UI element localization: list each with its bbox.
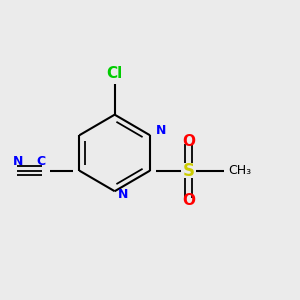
Text: O: O	[182, 193, 195, 208]
Text: C: C	[36, 155, 46, 168]
Text: O: O	[182, 134, 195, 149]
Text: N: N	[13, 155, 23, 168]
Text: Cl: Cl	[106, 66, 123, 81]
Text: N: N	[156, 124, 166, 137]
Text: S: S	[182, 162, 194, 180]
Text: CH₃: CH₃	[228, 164, 251, 177]
Text: N: N	[118, 188, 128, 201]
